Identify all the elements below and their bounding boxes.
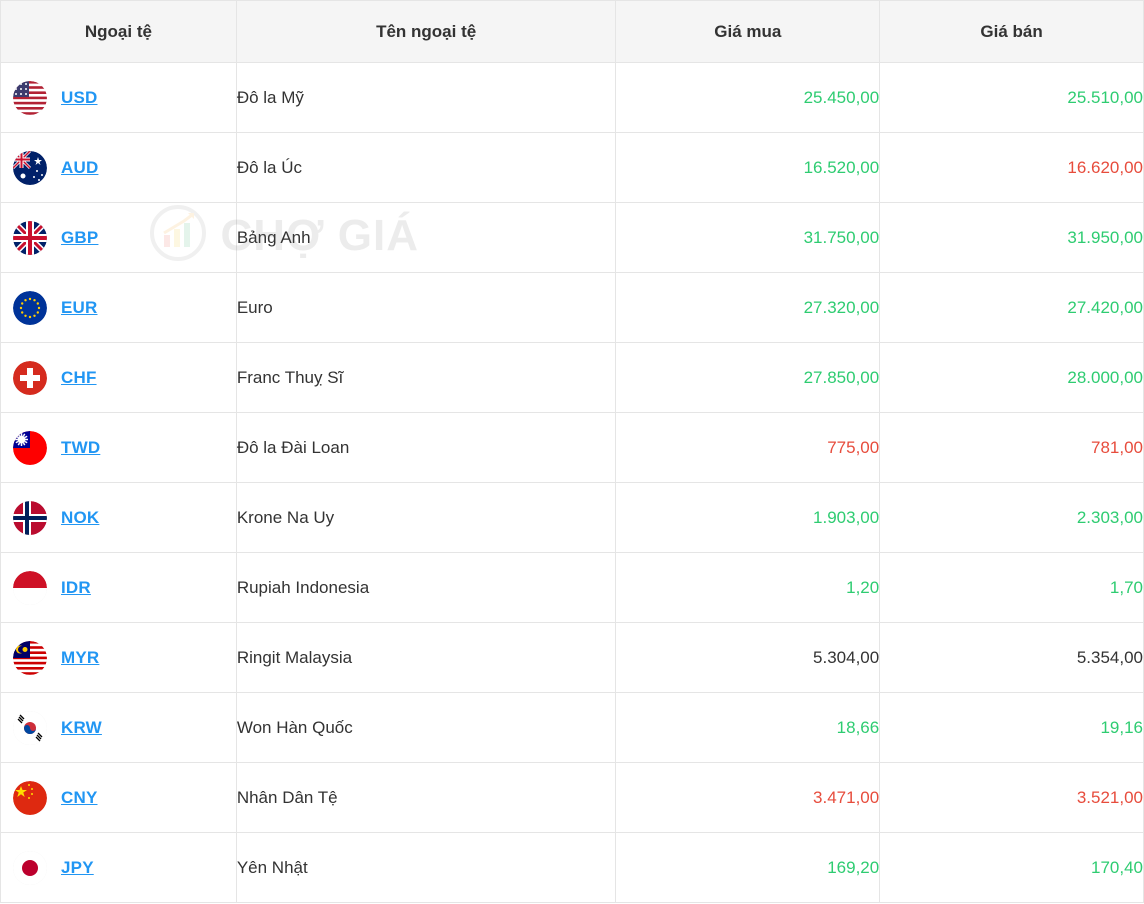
currency-code-link[interactable]: MYR	[61, 648, 99, 668]
table-row: NOK Krone Na Uy 1.903,00 2.303,00	[1, 483, 1144, 553]
sell-price: 1,70	[880, 553, 1144, 623]
sell-price: 27.420,00	[880, 273, 1144, 343]
flag-icon-ch	[13, 361, 47, 395]
currency-name: Yên Nhật	[236, 833, 616, 903]
buy-price: 16.520,00	[616, 133, 880, 203]
flag-icon-cn	[13, 781, 47, 815]
buy-price: 169,20	[616, 833, 880, 903]
buy-price: 18,66	[616, 693, 880, 763]
currency-code-link[interactable]: KRW	[61, 718, 102, 738]
buy-price: 1,20	[616, 553, 880, 623]
currency-name: Đô la Úc	[236, 133, 616, 203]
header-currency-name: Tên ngoại tệ	[236, 1, 616, 63]
currency-name: Đô la Đài Loan	[236, 413, 616, 483]
sell-price: 170,40	[880, 833, 1144, 903]
flag-icon-kr	[13, 711, 47, 745]
flag-icon-my	[13, 641, 47, 675]
flag-icon-us	[13, 81, 47, 115]
currency-name: Won Hàn Quốc	[236, 693, 616, 763]
sell-price: 25.510,00	[880, 63, 1144, 133]
currency-name: Franc Thuỵ Sĩ	[236, 343, 616, 413]
table-row: MYR Ringit Malaysia 5.304,00 5.354,00	[1, 623, 1144, 693]
exchange-rate-table: Ngoại tệ Tên ngoại tệ Giá mua Giá bán US…	[0, 0, 1144, 903]
table-row: USD Đô la Mỹ 25.450,00 25.510,00	[1, 63, 1144, 133]
table-row: IDR Rupiah Indonesia 1,20 1,70	[1, 553, 1144, 623]
sell-price: 28.000,00	[880, 343, 1144, 413]
currency-name: Ringit Malaysia	[236, 623, 616, 693]
currency-name: Krone Na Uy	[236, 483, 616, 553]
flag-icon-gb	[13, 221, 47, 255]
flag-icon-eu	[13, 291, 47, 325]
currency-code-link[interactable]: USD	[61, 88, 98, 108]
buy-price: 31.750,00	[616, 203, 880, 273]
flag-icon-jp	[13, 851, 47, 885]
flag-icon-no	[13, 501, 47, 535]
table-row: EUR Euro 27.320,00 27.420,00	[1, 273, 1144, 343]
table-row: JPY Yên Nhật 169,20 170,40	[1, 833, 1144, 903]
flag-icon-id	[13, 571, 47, 605]
buy-price: 775,00	[616, 413, 880, 483]
sell-price: 3.521,00	[880, 763, 1144, 833]
table-header-row: Ngoại tệ Tên ngoại tệ Giá mua Giá bán	[1, 1, 1144, 63]
currency-code-link[interactable]: CHF	[61, 368, 97, 388]
currency-code-link[interactable]: EUR	[61, 298, 98, 318]
flag-icon-tw	[13, 431, 47, 465]
header-currency-code: Ngoại tệ	[1, 1, 237, 63]
buy-price: 25.450,00	[616, 63, 880, 133]
table-row: KRW Won Hàn Quốc 18,66 19,16	[1, 693, 1144, 763]
header-sell-price: Giá bán	[880, 1, 1144, 63]
table-row: CNY Nhân Dân Tệ 3.471,00 3.521,00	[1, 763, 1144, 833]
table-row: CHF Franc Thuỵ Sĩ 27.850,00 28.000,00	[1, 343, 1144, 413]
sell-price: 31.950,00	[880, 203, 1144, 273]
buy-price: 1.903,00	[616, 483, 880, 553]
currency-name: Nhân Dân Tệ	[236, 763, 616, 833]
sell-price: 19,16	[880, 693, 1144, 763]
currency-name: Bảng Anh	[236, 203, 616, 273]
buy-price: 5.304,00	[616, 623, 880, 693]
buy-price: 27.320,00	[616, 273, 880, 343]
currency-code-link[interactable]: JPY	[61, 858, 94, 878]
currency-code-link[interactable]: GBP	[61, 228, 98, 248]
currency-name: Rupiah Indonesia	[236, 553, 616, 623]
sell-price: 16.620,00	[880, 133, 1144, 203]
sell-price: 5.354,00	[880, 623, 1144, 693]
table-row: AUD Đô la Úc 16.520,00 16.620,00	[1, 133, 1144, 203]
currency-code-link[interactable]: NOK	[61, 508, 99, 528]
sell-price: 2.303,00	[880, 483, 1144, 553]
currency-name: Đô la Mỹ	[236, 63, 616, 133]
buy-price: 3.471,00	[616, 763, 880, 833]
table-row: GBP Bảng Anh 31.750,00 31.950,00	[1, 203, 1144, 273]
buy-price: 27.850,00	[616, 343, 880, 413]
currency-code-link[interactable]: IDR	[61, 578, 91, 598]
header-buy-price: Giá mua	[616, 1, 880, 63]
currency-code-link[interactable]: TWD	[61, 438, 100, 458]
sell-price: 781,00	[880, 413, 1144, 483]
table-row: TWD Đô la Đài Loan 775,00 781,00	[1, 413, 1144, 483]
currency-code-link[interactable]: CNY	[61, 788, 98, 808]
currency-code-link[interactable]: AUD	[61, 158, 98, 178]
currency-name: Euro	[236, 273, 616, 343]
flag-icon-au	[13, 151, 47, 185]
